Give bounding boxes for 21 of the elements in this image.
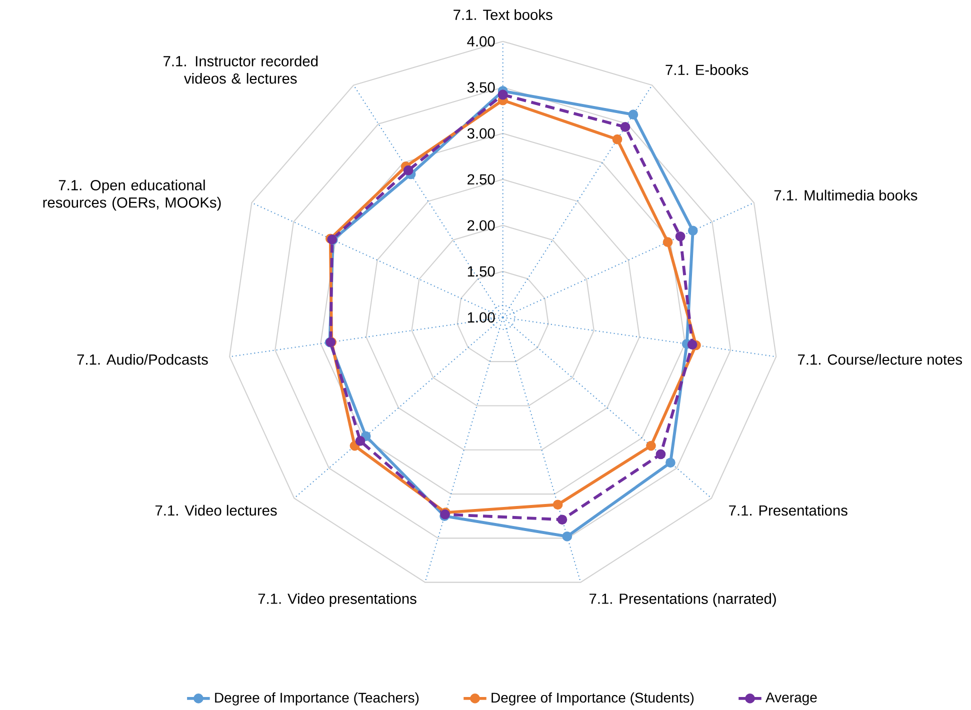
spoke-label: 7.1. Presentations (narrated): [589, 593, 776, 607]
y-tick-label: 3.00: [467, 128, 495, 139]
spoke-label: 7.1. Course/lecture notes: [798, 354, 962, 365]
legend-label: Degree of Importance (Students): [492, 692, 694, 706]
spoke-label: 7.1. Video lectures: [155, 504, 277, 516]
y-tick-label: 3.50: [467, 82, 495, 93]
spoke-label: 7.1. Instructor recorded videos & lectures: [164, 56, 318, 84]
spoke-label: 7.1. Text books: [454, 9, 552, 20]
y-tick-label: 1.00: [468, 312, 495, 323]
y-tick-label: 1.50: [468, 266, 495, 277]
spoke-label: 7.1. Video presentations: [258, 593, 416, 607]
spoke-label: 7.1. Multimedia books: [774, 190, 918, 201]
spoke-label: 7.1. Open educational resources (OERs, MOOKs): [43, 180, 221, 211]
y-tick-label: 2.50: [468, 174, 495, 185]
legend-label: Degree of Importance (Teachers): [215, 692, 419, 706]
legend-label: Average: [766, 692, 817, 706]
spoke-label: 7.1. Audio/Podcasts: [77, 354, 208, 365]
spoke-label: 7.1. Presentations: [729, 504, 848, 516]
y-tick-label: 4.00: [467, 36, 495, 47]
spoke-label: 7.1. E-books: [666, 64, 748, 76]
y-tick-label: 2.00: [468, 220, 495, 231]
